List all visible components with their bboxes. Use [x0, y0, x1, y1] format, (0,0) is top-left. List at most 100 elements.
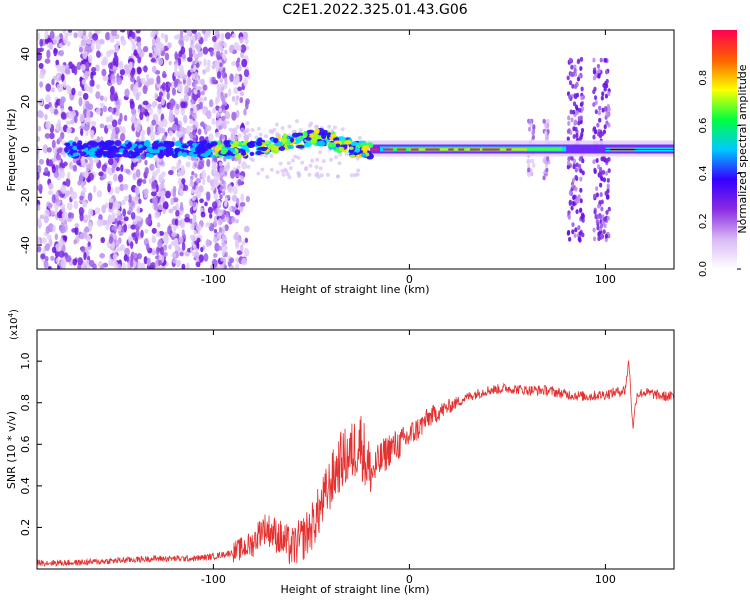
haze-cell [226, 165, 231, 170]
carrier-blob [305, 136, 312, 141]
noise-cell [114, 186, 120, 194]
burst-cell [592, 75, 597, 81]
noise-cell [128, 61, 133, 71]
noise-cell [243, 77, 248, 87]
noise-cell [241, 161, 247, 170]
noise-cell [98, 171, 104, 177]
noise-cell [92, 263, 97, 269]
noise-cell [110, 78, 116, 84]
noise-cell [46, 49, 51, 59]
noise-cell [138, 198, 142, 205]
noise-cell [149, 163, 155, 171]
noise-cell [94, 207, 101, 215]
carrier-blob [137, 149, 143, 154]
colorbar-tick-label: 0.6 [698, 118, 709, 134]
haze-cell [287, 175, 292, 180]
noise-cell [40, 253, 46, 260]
noise-cell [66, 84, 70, 91]
noise-cell [188, 47, 193, 54]
noise-cell [236, 250, 243, 256]
chart-title: C2E1.2022.325.01.43.G06 [282, 2, 468, 18]
noise-cell [119, 183, 125, 192]
noise-cell [42, 144, 49, 154]
noise-cell [38, 111, 44, 119]
burst-cell [221, 241, 225, 247]
burst-cell [573, 64, 577, 70]
noise-cell [142, 85, 148, 95]
burst-cell [593, 95, 598, 101]
carrier-core [492, 148, 500, 151]
noise-cell [37, 238, 41, 246]
colorbar-tick-label: 0.0 [698, 261, 709, 277]
burst-cell [190, 189, 194, 194]
noise-cell [160, 97, 165, 106]
noise-cell [172, 206, 177, 211]
noise-cell [59, 126, 64, 133]
noise-cell [182, 184, 189, 192]
noise-cell [79, 233, 85, 240]
burst-cell [223, 42, 227, 48]
noise-cell [81, 247, 86, 253]
burst-cell [568, 94, 572, 100]
burst-cell [597, 73, 601, 79]
noise-cell [142, 179, 147, 184]
noise-cell [155, 36, 161, 46]
burst-cell [592, 126, 597, 132]
burst-cell [219, 176, 223, 182]
noise-cell [135, 216, 142, 222]
haze-cell [325, 172, 330, 177]
noise-cell [61, 64, 66, 72]
noise-cell [51, 165, 56, 174]
noise-cell [137, 261, 142, 269]
noise-cell [44, 104, 50, 110]
noise-cell [235, 239, 239, 247]
carrier-blob [255, 150, 263, 156]
noise-cell [136, 36, 142, 43]
noise-cell [105, 166, 112, 174]
haze-cell [337, 161, 342, 166]
haze-cell [238, 174, 243, 179]
noise-cell [179, 236, 184, 244]
noise-cell [46, 147, 52, 153]
burst-cell [219, 172, 223, 178]
burst-cell [600, 95, 604, 101]
noise-cell [56, 72, 60, 78]
burst-cell [194, 189, 198, 195]
noise-cell [47, 159, 53, 167]
noise-cell [236, 197, 240, 206]
burst-cell [531, 134, 535, 140]
burst-cell [579, 176, 583, 182]
burst-cell [543, 159, 547, 164]
haze-cell [240, 127, 245, 132]
y-scale-suffix: ) [9, 309, 20, 313]
noise-cell [205, 238, 210, 248]
haze-cell [256, 171, 261, 176]
haze-cell [318, 150, 323, 155]
noise-cell [184, 84, 189, 94]
noise-cell [239, 36, 244, 44]
carrier-blob [174, 147, 179, 155]
snr-panel: -100 0 100 0.2 0.4 0.6 0.8 1.0 Height of strai… [5, 309, 675, 596]
burst-cell [580, 86, 584, 92]
haze-cell [250, 128, 255, 133]
noise-cell [100, 136, 104, 142]
colorbar-ticks: 0.0 0.2 0.4 0.6 0.8 [698, 70, 741, 277]
noise-cell [144, 228, 149, 234]
burst-cell [192, 244, 196, 249]
noise-cell [115, 240, 120, 247]
haze-cell [234, 136, 239, 141]
noise-cell [88, 31, 93, 40]
noise-cell [44, 243, 51, 252]
noise-cell [148, 178, 153, 184]
burst-cell [189, 119, 193, 124]
carrier-core [370, 148, 379, 151]
noise-cell [212, 35, 217, 43]
burst-cell [578, 237, 582, 243]
noise-cell [140, 106, 146, 112]
burst-cell [189, 234, 194, 240]
noise-cell [208, 99, 214, 108]
noise-cell [80, 64, 86, 71]
noise-cell [138, 49, 145, 58]
noise-cell [159, 246, 164, 256]
noise-cell [95, 64, 100, 72]
